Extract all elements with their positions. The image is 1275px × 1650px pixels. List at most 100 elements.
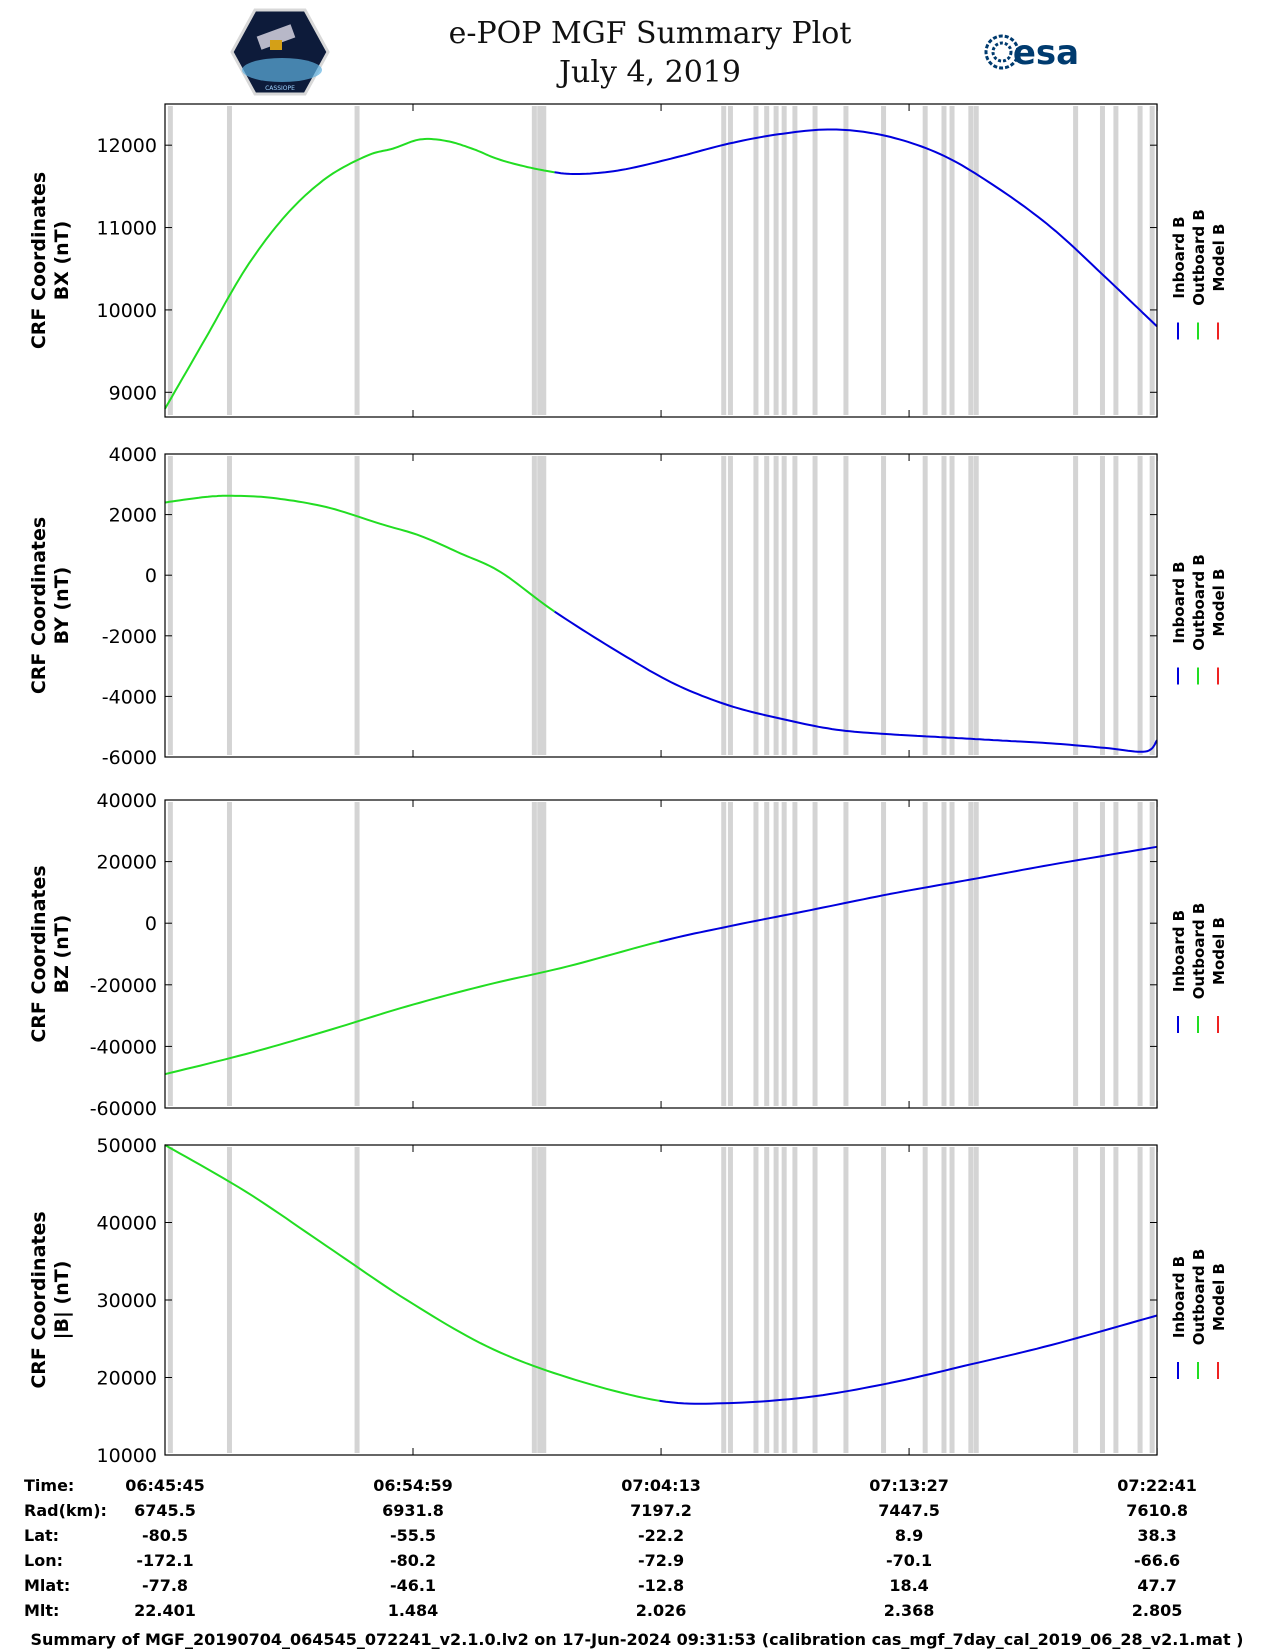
ephemeris-value: 1.484 (388, 1601, 439, 1620)
legend-label: Outboard B (1190, 903, 1208, 1000)
y-tick-label: 11000 (97, 218, 157, 240)
data-gap-bar (226, 1147, 232, 1453)
legend-label: Inboard B (1170, 561, 1188, 643)
data-gap-bar (941, 106, 947, 415)
data-gap-bar (764, 1147, 770, 1453)
data-gap-bar (812, 106, 818, 415)
y-tick-label: 9000 (109, 382, 157, 404)
data-gap-bar (226, 456, 232, 755)
data-gap-bar (721, 456, 727, 755)
ephemeris-value: 07:13:27 (869, 1476, 949, 1495)
data-gap-bar (537, 1147, 543, 1453)
data-gap-bar (949, 802, 955, 1106)
data-gap-bar (949, 106, 955, 415)
legend-label: Inboard B (1170, 216, 1188, 298)
legend-label: Outboard B (1190, 209, 1208, 306)
data-gap-bar (354, 1147, 360, 1453)
data-gap-bar (753, 106, 759, 415)
ephemeris-value: 7197.2 (630, 1501, 692, 1520)
plot-frame (164, 103, 1158, 418)
ephemeris-value: -72.9 (638, 1551, 684, 1570)
data-gap-bar (721, 802, 727, 1106)
data-gap-bar (973, 802, 979, 1106)
data-gap-bar (881, 456, 887, 755)
data-gap-bar (764, 106, 770, 415)
data-gap-bar (541, 802, 547, 1106)
cassiope-logo: CASSIOPE (230, 8, 330, 96)
legend: Inboard B Outboard B Model B (1170, 903, 1228, 1033)
data-gap-bar (721, 1147, 727, 1453)
data-gap-bar (922, 106, 928, 415)
data-gap-bar (727, 456, 733, 755)
data-gap-bar (541, 1147, 547, 1453)
data-gap-bar (881, 1147, 887, 1453)
data-gap-bar (537, 802, 543, 1106)
esa-logo-text: esa (1013, 33, 1079, 73)
series-inboard-b (659, 1314, 1158, 1405)
y-tick-label: 2000 (109, 505, 157, 527)
data-gap-bar (968, 106, 974, 415)
legend-label: Model B (1210, 224, 1228, 292)
data-gap-bar (167, 802, 173, 1106)
panel-4: 10000 20000 30000 40000 50000 CRF Coordinates… (28, 1135, 1228, 1467)
y-tick-label: 4000 (109, 444, 157, 466)
data-gap-bar (1137, 1147, 1143, 1453)
y-tick-label: 10000 (97, 1445, 157, 1467)
ephemeris-row-label: Time: (24, 1476, 74, 1495)
y-tick-label: 20000 (97, 1368, 157, 1390)
data-gap-bar (727, 1147, 733, 1453)
y-tick-label: 20000 (97, 852, 157, 874)
data-gap-bar (531, 1147, 537, 1453)
y-tick-label: 40000 (97, 1213, 157, 1235)
data-gap-bar (1073, 802, 1079, 1106)
ephemeris-value: -77.8 (142, 1576, 188, 1595)
data-gap-bar (973, 106, 979, 415)
plot-frame (164, 1144, 1158, 1456)
data-gap-bar (781, 456, 787, 755)
data-gap-bar (773, 1147, 779, 1453)
legend-label: Outboard B (1190, 554, 1208, 651)
ephemeris-value: -172.1 (136, 1551, 193, 1570)
data-gap-bar (773, 106, 779, 415)
y-axis-label: CRF Coordinates|B| (nT) (28, 1211, 73, 1388)
data-gap-bar (537, 106, 543, 415)
ephemeris-value: 38.3 (1137, 1526, 1176, 1545)
data-gap-bar (354, 456, 360, 755)
data-gap-bar (1073, 106, 1079, 415)
y-axis-label-line1: CRF Coordinates (28, 517, 50, 694)
data-gap-bar (727, 106, 733, 415)
series-outboard-b (164, 1144, 660, 1402)
ephemeris-value: -46.1 (390, 1576, 436, 1595)
y-axis-label: CRF CoordinatesBX (nT) (28, 172, 73, 349)
plot-frame (164, 799, 1158, 1109)
y-tick-label: -6000 (102, 747, 157, 769)
data-gap-bar (1149, 456, 1155, 755)
y-tick-label: 0 (145, 913, 157, 935)
data-gap-bar (1149, 802, 1155, 1106)
y-axis-label-line2: BX (nT) (51, 221, 73, 301)
ephemeris-row-label: Mlat: (24, 1576, 70, 1595)
data-gap-bar (753, 802, 759, 1106)
ephemeris-value: 22.401 (134, 1601, 196, 1620)
legend-label: Inboard B (1170, 910, 1188, 992)
y-tick-label: -40000 (90, 1036, 157, 1058)
y-axis-label: CRF CoordinatesBZ (nT) (28, 865, 73, 1042)
data-gap-bar (541, 456, 547, 755)
data-gap-bar (1137, 456, 1143, 755)
data-gap-bar (812, 456, 818, 755)
data-gap-bar (843, 456, 849, 755)
data-gap-bar (922, 456, 928, 755)
legend-label: Inboard B (1170, 1256, 1188, 1338)
y-axis-label-line2: |B| (nT) (51, 1261, 73, 1340)
data-gap-bar (1099, 1147, 1105, 1453)
data-gap-bar (167, 106, 173, 415)
data-gap-bar (881, 106, 887, 415)
y-tick-label: 12000 (97, 135, 157, 157)
data-gap-bar (1113, 456, 1119, 755)
ephemeris-value: 06:45:45 (125, 1476, 205, 1495)
data-gap-bar (773, 802, 779, 1106)
y-axis-label-line2: BZ (nT) (51, 915, 73, 994)
ephemeris-row-label: Lon: (24, 1551, 63, 1570)
ephemeris-value: 2.368 (884, 1601, 935, 1620)
